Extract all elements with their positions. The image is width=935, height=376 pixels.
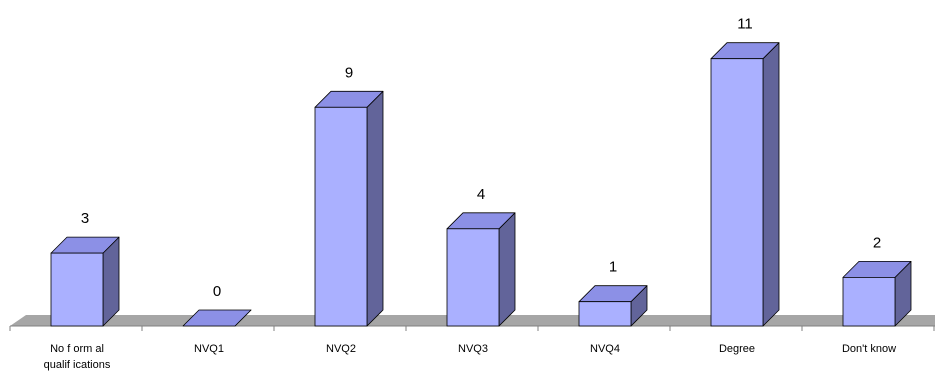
data-label: 1: [609, 259, 617, 276]
data-label: 3: [81, 210, 89, 227]
category-label-line: NVQ3: [458, 343, 488, 355]
data-label: 4: [477, 186, 485, 203]
bar-side: [762, 42, 780, 327]
category-label-line: qualif ications: [44, 359, 111, 371]
bar: [578, 285, 648, 327]
data-label: 9: [345, 64, 353, 81]
data-label: 11: [737, 16, 753, 33]
bar-front: [710, 58, 764, 327]
category-label: NVQ4: [590, 343, 620, 355]
bar: [182, 309, 252, 327]
category-label: Don't know: [842, 343, 896, 355]
category-label-line: Don't know: [842, 343, 896, 355]
category-label-line: NVQ4: [590, 343, 620, 355]
bar-front: [578, 301, 632, 327]
bars: [50, 42, 912, 327]
category-label: NVQ2: [326, 343, 356, 355]
category-label-line: No f orm al: [50, 343, 104, 355]
category-label-line: NVQ2: [326, 343, 356, 355]
data-label: 2: [873, 234, 881, 251]
bar: [446, 212, 516, 327]
category-label: NVQ3: [458, 343, 488, 355]
bar: [314, 90, 384, 327]
category-label: NVQ1: [194, 343, 224, 355]
category-label: No f orm al qualif ications: [44, 343, 111, 371]
bar-front: [842, 276, 896, 327]
bar-top: [182, 309, 252, 327]
data-label: 0: [213, 283, 221, 300]
category-label-line: NVQ1: [194, 343, 224, 355]
category-labels: No f orm al qualif ications NVQ1 NVQ2 NVQ3 NV…: [44, 343, 896, 371]
category-label: Degree: [719, 343, 755, 355]
bar-front: [446, 228, 500, 327]
bar-front: [50, 252, 104, 327]
bar: [710, 42, 780, 327]
bar-side: [498, 212, 516, 327]
bar-front: [314, 106, 368, 327]
bar: [50, 236, 120, 327]
bar: [842, 260, 912, 327]
category-label-line: Degree: [719, 343, 755, 355]
bar-side: [366, 90, 384, 327]
